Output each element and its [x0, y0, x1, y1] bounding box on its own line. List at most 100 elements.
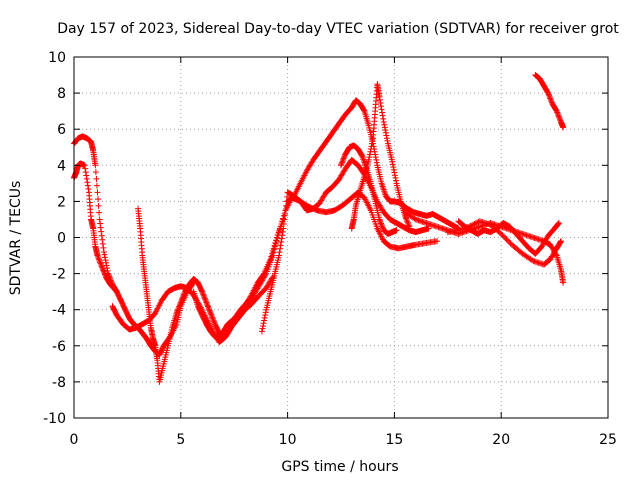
data-point [98, 232, 105, 239]
data-point [503, 236, 510, 243]
data-point [82, 165, 89, 172]
data-point [341, 154, 348, 161]
data-point [381, 124, 388, 131]
data-point [282, 202, 289, 209]
data-point [470, 221, 477, 228]
data-point [280, 212, 287, 219]
data-point [84, 182, 91, 189]
data-point [392, 174, 399, 181]
x-tick-label: 25 [599, 432, 617, 448]
data-point [278, 239, 285, 246]
data-point [545, 90, 552, 97]
data-point [376, 93, 383, 100]
grid-lines [74, 57, 608, 418]
data-point [499, 232, 506, 239]
data-point [373, 156, 380, 163]
data-point [274, 234, 281, 241]
y-tick-label: 10 [48, 50, 66, 66]
data-point [175, 306, 182, 313]
data-point [555, 220, 562, 227]
data-point [338, 160, 345, 167]
data-point [281, 211, 288, 218]
x-tick-label: 0 [70, 432, 79, 448]
data-point [506, 239, 513, 246]
data-point [555, 220, 562, 227]
data-point [272, 243, 279, 250]
data-point [112, 287, 119, 294]
data-point [555, 112, 562, 119]
data-point [528, 257, 535, 264]
data-point [261, 314, 268, 321]
data-point [554, 221, 561, 228]
data-point [557, 239, 564, 246]
y-tick-label: -4 [52, 303, 66, 319]
data-point [83, 175, 90, 182]
data-point [547, 95, 554, 102]
y-tick-label: 8 [57, 86, 66, 102]
data-point [368, 140, 375, 147]
data-point [93, 175, 100, 182]
data-point [100, 268, 107, 275]
data-point [208, 311, 215, 318]
data-point [425, 225, 432, 232]
data-point [474, 219, 481, 226]
data-point [502, 234, 509, 241]
data-point [96, 209, 103, 216]
data-point [276, 252, 283, 259]
data-point [373, 159, 380, 166]
data-point [360, 107, 367, 114]
data-point [199, 290, 206, 297]
data-point [468, 222, 475, 229]
data-point [376, 216, 383, 223]
data-point [100, 267, 107, 274]
data-point [391, 172, 398, 179]
data-point [280, 215, 287, 222]
data-point [548, 98, 555, 105]
data-point [179, 295, 186, 302]
data-point [383, 132, 390, 139]
data-point [403, 216, 410, 223]
data-point [282, 207, 289, 214]
data-point [339, 159, 346, 166]
data-point [99, 240, 106, 247]
data-point [556, 116, 563, 123]
data-point [97, 259, 104, 266]
data-point [270, 249, 277, 256]
data-point [367, 148, 374, 155]
data-point [280, 220, 287, 227]
data-point [405, 222, 412, 229]
data-point [100, 248, 107, 255]
data-point [383, 135, 390, 142]
data-point [93, 182, 100, 189]
data-point [210, 318, 217, 325]
data-point [379, 112, 386, 119]
data-point [85, 185, 92, 192]
data-point [173, 310, 180, 317]
data-point [393, 227, 400, 234]
chart-title: Day 157 of 2023, Sidereal Day-to-day VTE… [57, 21, 619, 37]
y-tick-label: -10 [43, 411, 66, 427]
data-point [380, 118, 387, 125]
data-point [560, 124, 567, 131]
x-tick-label: 5 [176, 432, 185, 448]
data-point [95, 255, 102, 262]
data-point [177, 299, 184, 306]
data-point [338, 162, 344, 169]
data-point [262, 271, 269, 278]
data-point [376, 96, 383, 103]
data-point [262, 309, 269, 316]
data-point [379, 224, 386, 231]
data-point [200, 292, 207, 299]
data-point [208, 313, 215, 320]
data-point [390, 166, 397, 173]
data-point [209, 314, 216, 321]
data-point [378, 221, 385, 228]
data-point [260, 320, 267, 327]
axis-ticks: 0 5 10 15 20 25 -10 -8 -6 -4 -2 0 2 4 6 8 10 [43, 50, 617, 448]
data-point [271, 246, 278, 253]
data-point [546, 92, 553, 99]
data-point [276, 249, 283, 256]
data-point [83, 172, 90, 179]
data-point [113, 288, 120, 295]
